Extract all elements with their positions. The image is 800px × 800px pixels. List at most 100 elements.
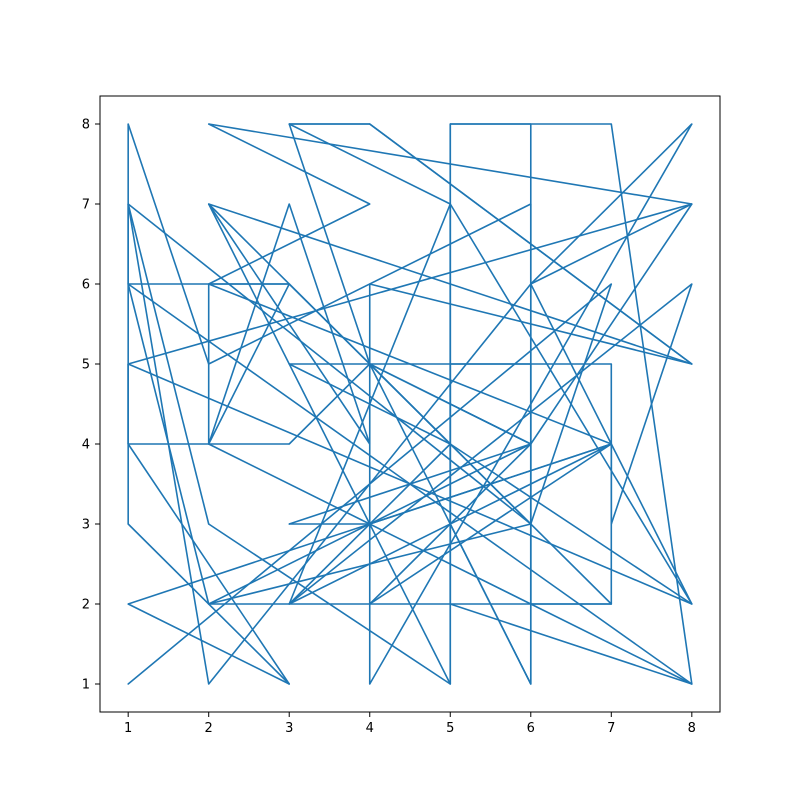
x-tick-label: 7 [607,721,615,736]
series-layer [127,123,693,685]
line-segment [450,283,693,365]
line-segment [208,203,371,445]
data-point [288,603,291,605]
line-segment [207,283,290,445]
line-segment [208,123,692,205]
data-point [368,523,371,525]
data-point [691,683,693,685]
data-point [288,683,291,685]
data-point [610,123,613,125]
data-point [207,203,210,205]
data-point [691,603,693,605]
line-segment [288,123,451,205]
line-segment [127,123,210,365]
axes-frame [99,95,721,713]
data-point [449,283,452,285]
data-point [288,523,291,525]
x-tick-label: 4 [366,721,374,736]
y-tick-label: 5 [82,358,90,373]
line-segment [208,443,371,525]
data-point [449,363,452,365]
data-point [691,203,693,205]
line-segment [207,203,290,445]
data-point [207,283,210,285]
data-point [610,523,613,525]
data-point [127,363,129,365]
data-point [529,683,532,685]
data-point [529,523,532,525]
line-segment [610,283,693,525]
line-segment [127,203,532,525]
x-tick-label: 3 [285,721,293,736]
line-segment [288,363,371,445]
y-tick-label: 6 [82,278,90,293]
data-point [288,363,291,365]
data-point [449,203,452,205]
data-point [449,523,452,525]
data-point [368,603,371,605]
line-segment [530,123,693,285]
data-point [529,203,532,205]
line-segment [208,203,371,285]
data-point [288,203,291,205]
y-tick-label: 8 [82,118,90,133]
data-point [368,363,371,365]
line-segment [288,283,693,605]
line-segment [530,203,693,445]
line-segment [450,603,693,685]
data-point [610,603,613,605]
data-point [207,523,210,525]
data-point [127,443,129,445]
series-0 [127,123,693,685]
data-point [207,123,210,125]
line-segment [288,203,371,445]
line-segment [127,203,210,525]
data-point [368,283,371,285]
data-point [691,283,693,285]
data-point [529,123,532,125]
line-segment [127,283,693,685]
x-tick-label: 8 [688,721,696,736]
x-tick-label: 5 [446,721,454,736]
data-point [368,123,371,125]
data-point [288,283,291,285]
data-point [610,283,613,285]
data-point [449,443,452,445]
line-segment [127,283,210,605]
data-point [449,123,452,125]
data-point [207,363,210,365]
line-segment [449,443,693,605]
data-point [610,363,613,365]
data-point [449,683,452,685]
data-point [207,603,210,605]
line-segment [530,203,693,285]
line-segment [449,203,693,605]
data-point [529,363,532,365]
y-tick-label: 1 [82,678,90,693]
data-point [529,603,532,605]
data-point [368,683,371,685]
x-axis: 1 2 3 4 5 6 7 8 [124,712,696,736]
line-segment [369,283,693,365]
x-tick-label: 6 [527,721,535,736]
line-segment [369,443,612,605]
line-segment [127,203,693,365]
data-point [691,363,693,365]
line-segment [208,203,451,285]
line-segment [369,363,532,445]
data-point [207,443,210,445]
data-point [368,443,371,445]
data-point [127,123,129,125]
line-segment [208,123,371,205]
x-tick-label: 2 [205,721,213,736]
x-tick-label: 1 [124,721,132,736]
data-point [449,603,452,605]
data-point [288,123,291,125]
y-tick-label: 3 [82,518,90,533]
data-point [288,443,291,445]
data-point [127,523,129,525]
y-axis: 1 2 3 4 5 6 7 8 [82,118,100,693]
data-point [529,443,532,445]
data-point [691,123,693,125]
data-point [610,443,613,445]
